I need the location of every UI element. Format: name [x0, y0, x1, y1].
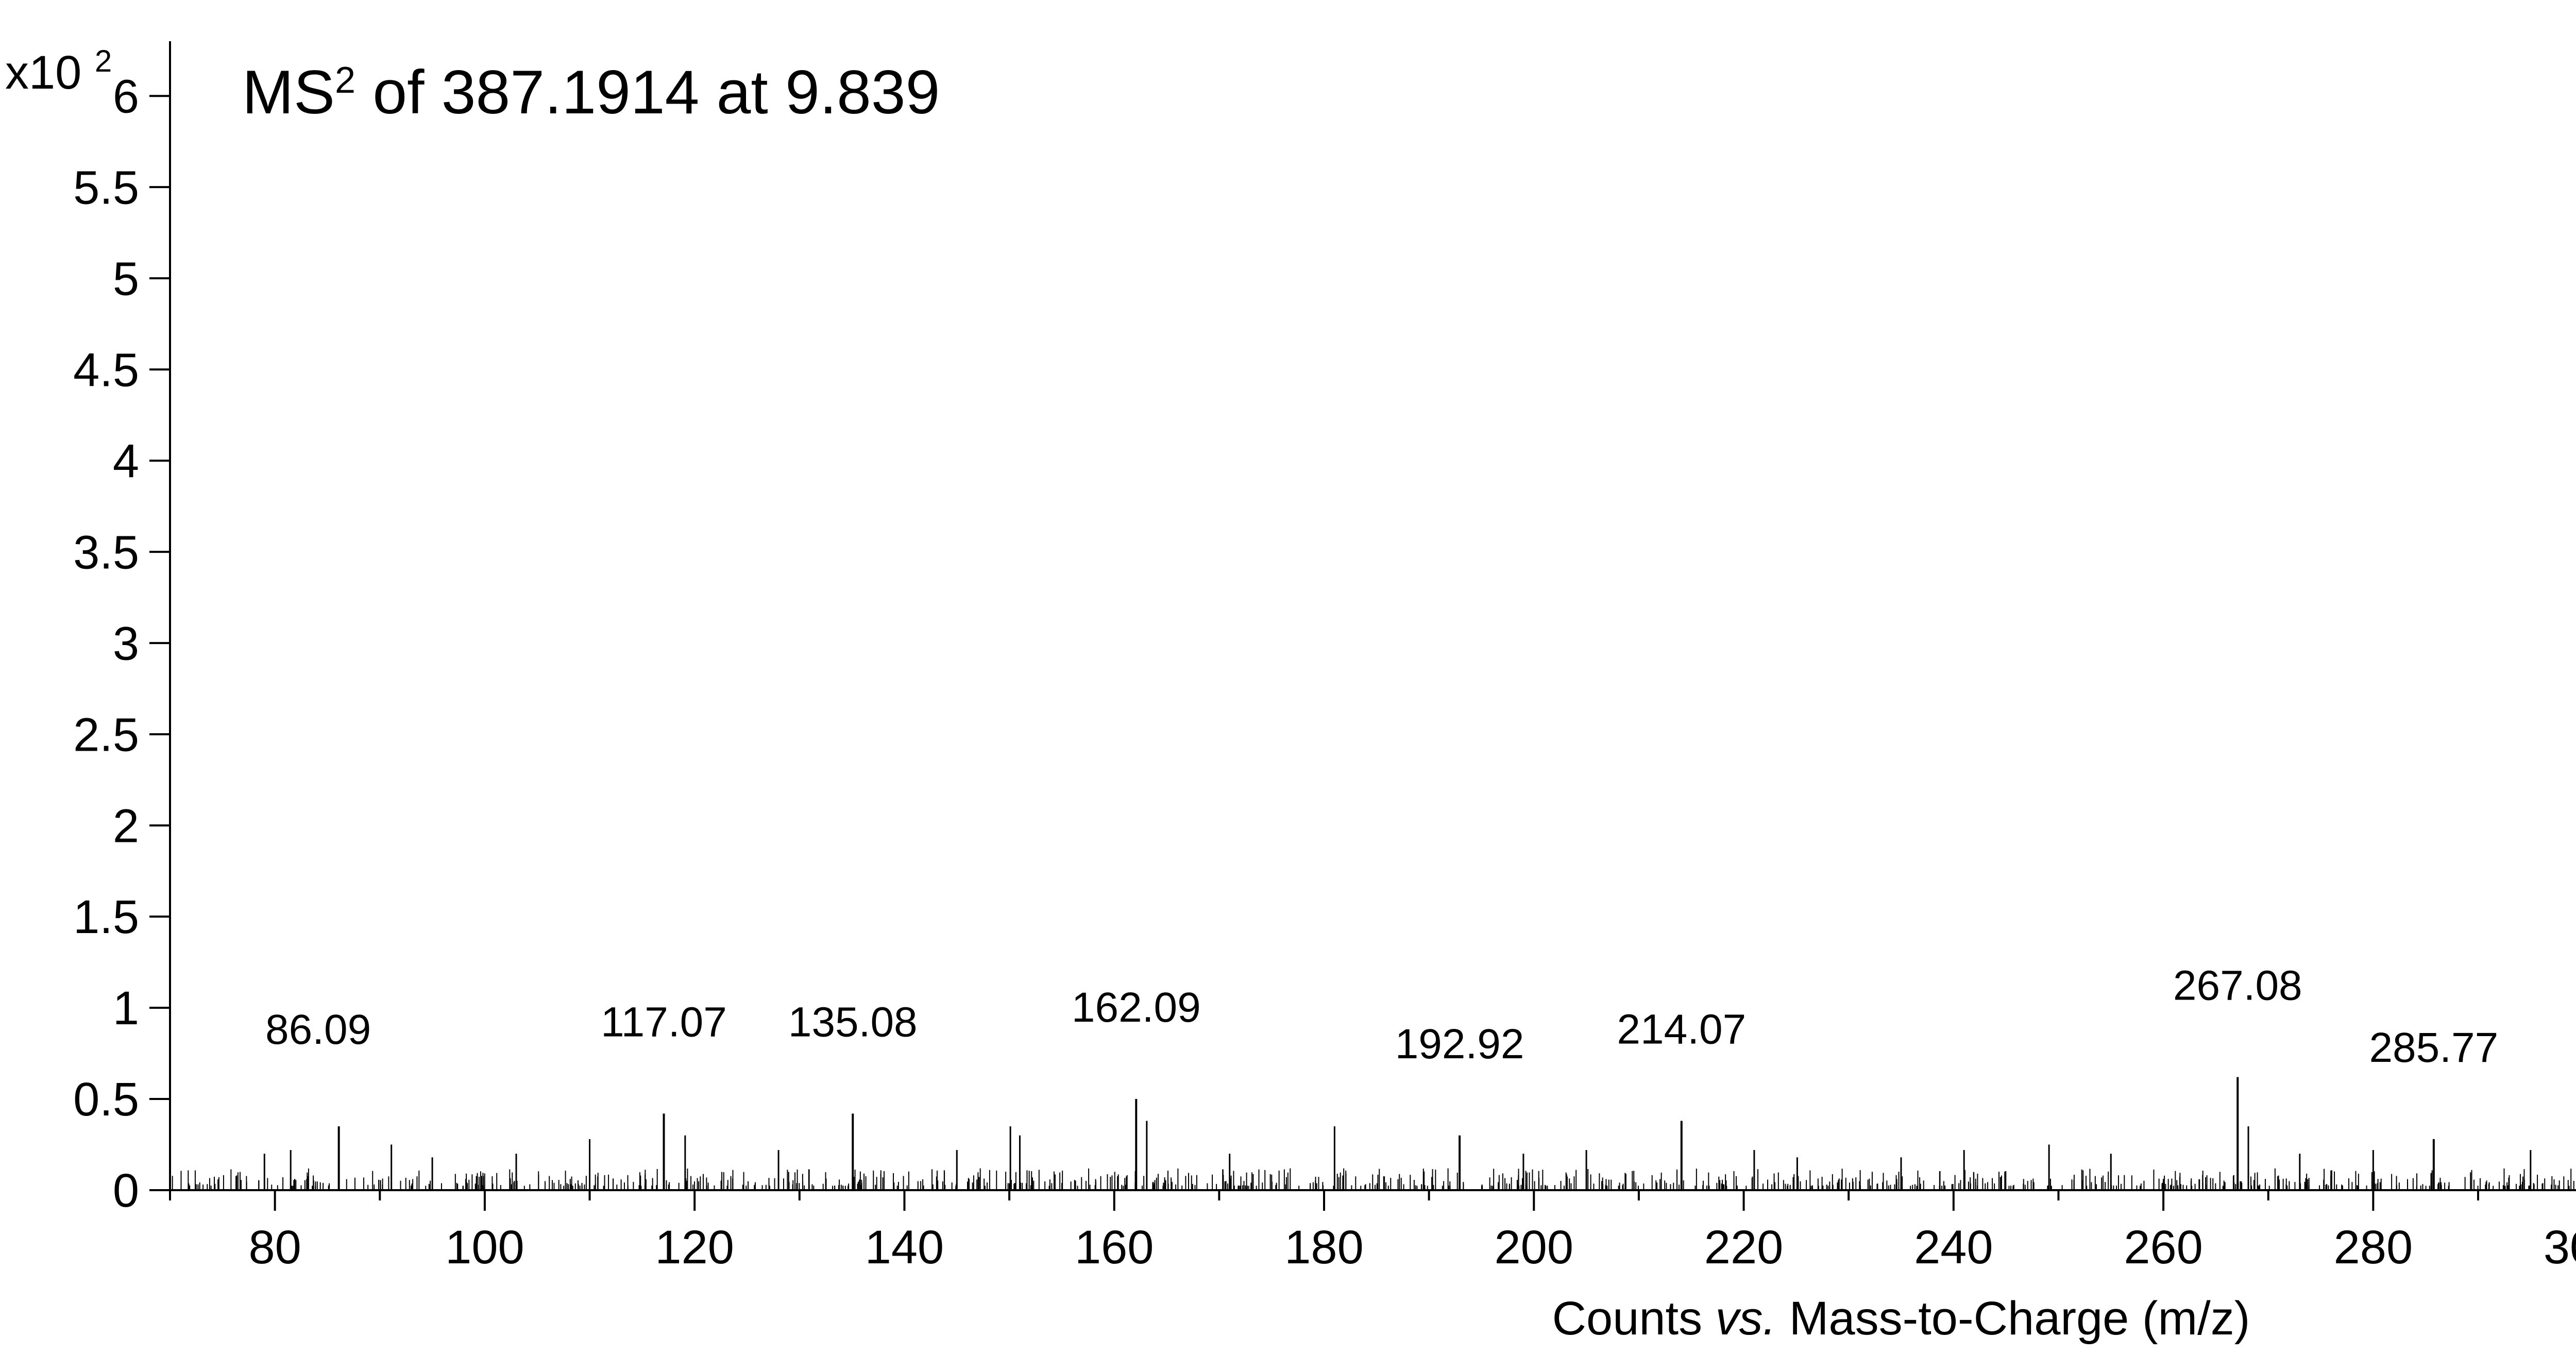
x-tick-label: 80 [248, 1221, 301, 1274]
peak-label: 267.08 [2173, 962, 2302, 1009]
x-tick-label: 280 [2334, 1221, 2413, 1274]
y-tick-label: 1 [113, 982, 139, 1035]
y-tick-label: 5 [113, 252, 139, 305]
y-tick-label: 3 [113, 617, 139, 670]
peak-label: 192.92 [1395, 1021, 1524, 1068]
x-tick-label: 120 [655, 1221, 734, 1274]
spectrum-canvas: 0 0.5 1 1.5 2 2.5 3 3.5 4 4.5 5 5.5 6 80 100 120 140 160 1… [0, 0, 2576, 1354]
x-tick-label: 180 [1284, 1221, 1364, 1274]
y-tick-label: 3.5 [73, 526, 139, 579]
peak-label: 214.07 [1617, 1006, 1746, 1053]
y-tick-label: 2.5 [73, 708, 139, 761]
x-tick-label: 160 [1075, 1221, 1154, 1274]
x-tick-label: 140 [865, 1221, 944, 1274]
y-tick-label: 2 [113, 800, 139, 852]
y-tick-label: 6 [113, 70, 139, 123]
y-tick-label: 4.5 [73, 344, 139, 396]
y-tick-label: 0.5 [73, 1073, 139, 1126]
x-tick-label: 260 [2124, 1221, 2203, 1274]
y-tick-label: 1.5 [73, 891, 139, 943]
x-tick-label: 200 [1495, 1221, 1574, 1274]
x-tick-label: 220 [1704, 1221, 1784, 1274]
peak-label: 162.09 [1072, 984, 1201, 1031]
x-tick-label: 240 [1914, 1221, 1993, 1274]
peak-label: 86.09 [265, 1006, 371, 1053]
x-tick-label: 300 [2544, 1221, 2576, 1274]
peak-label: 117.07 [601, 998, 727, 1045]
y-tick-label: 4 [113, 435, 139, 487]
x-tick-label: 100 [445, 1221, 524, 1274]
peak-label: 285.77 [2369, 1024, 2498, 1071]
peak-label: 135.08 [788, 998, 918, 1045]
y-tick-label: 0 [113, 1164, 139, 1217]
mass-spectrum-chart: 0 0.5 1 1.5 2 2.5 3 3.5 4 4.5 5 5.5 6 80 100 120 140 160 1… [0, 0, 2576, 1354]
x-axis-label: Counts vs. Mass-to-Charge (m/z) [1552, 1292, 2250, 1345]
y-tick-label: 5.5 [73, 161, 139, 214]
